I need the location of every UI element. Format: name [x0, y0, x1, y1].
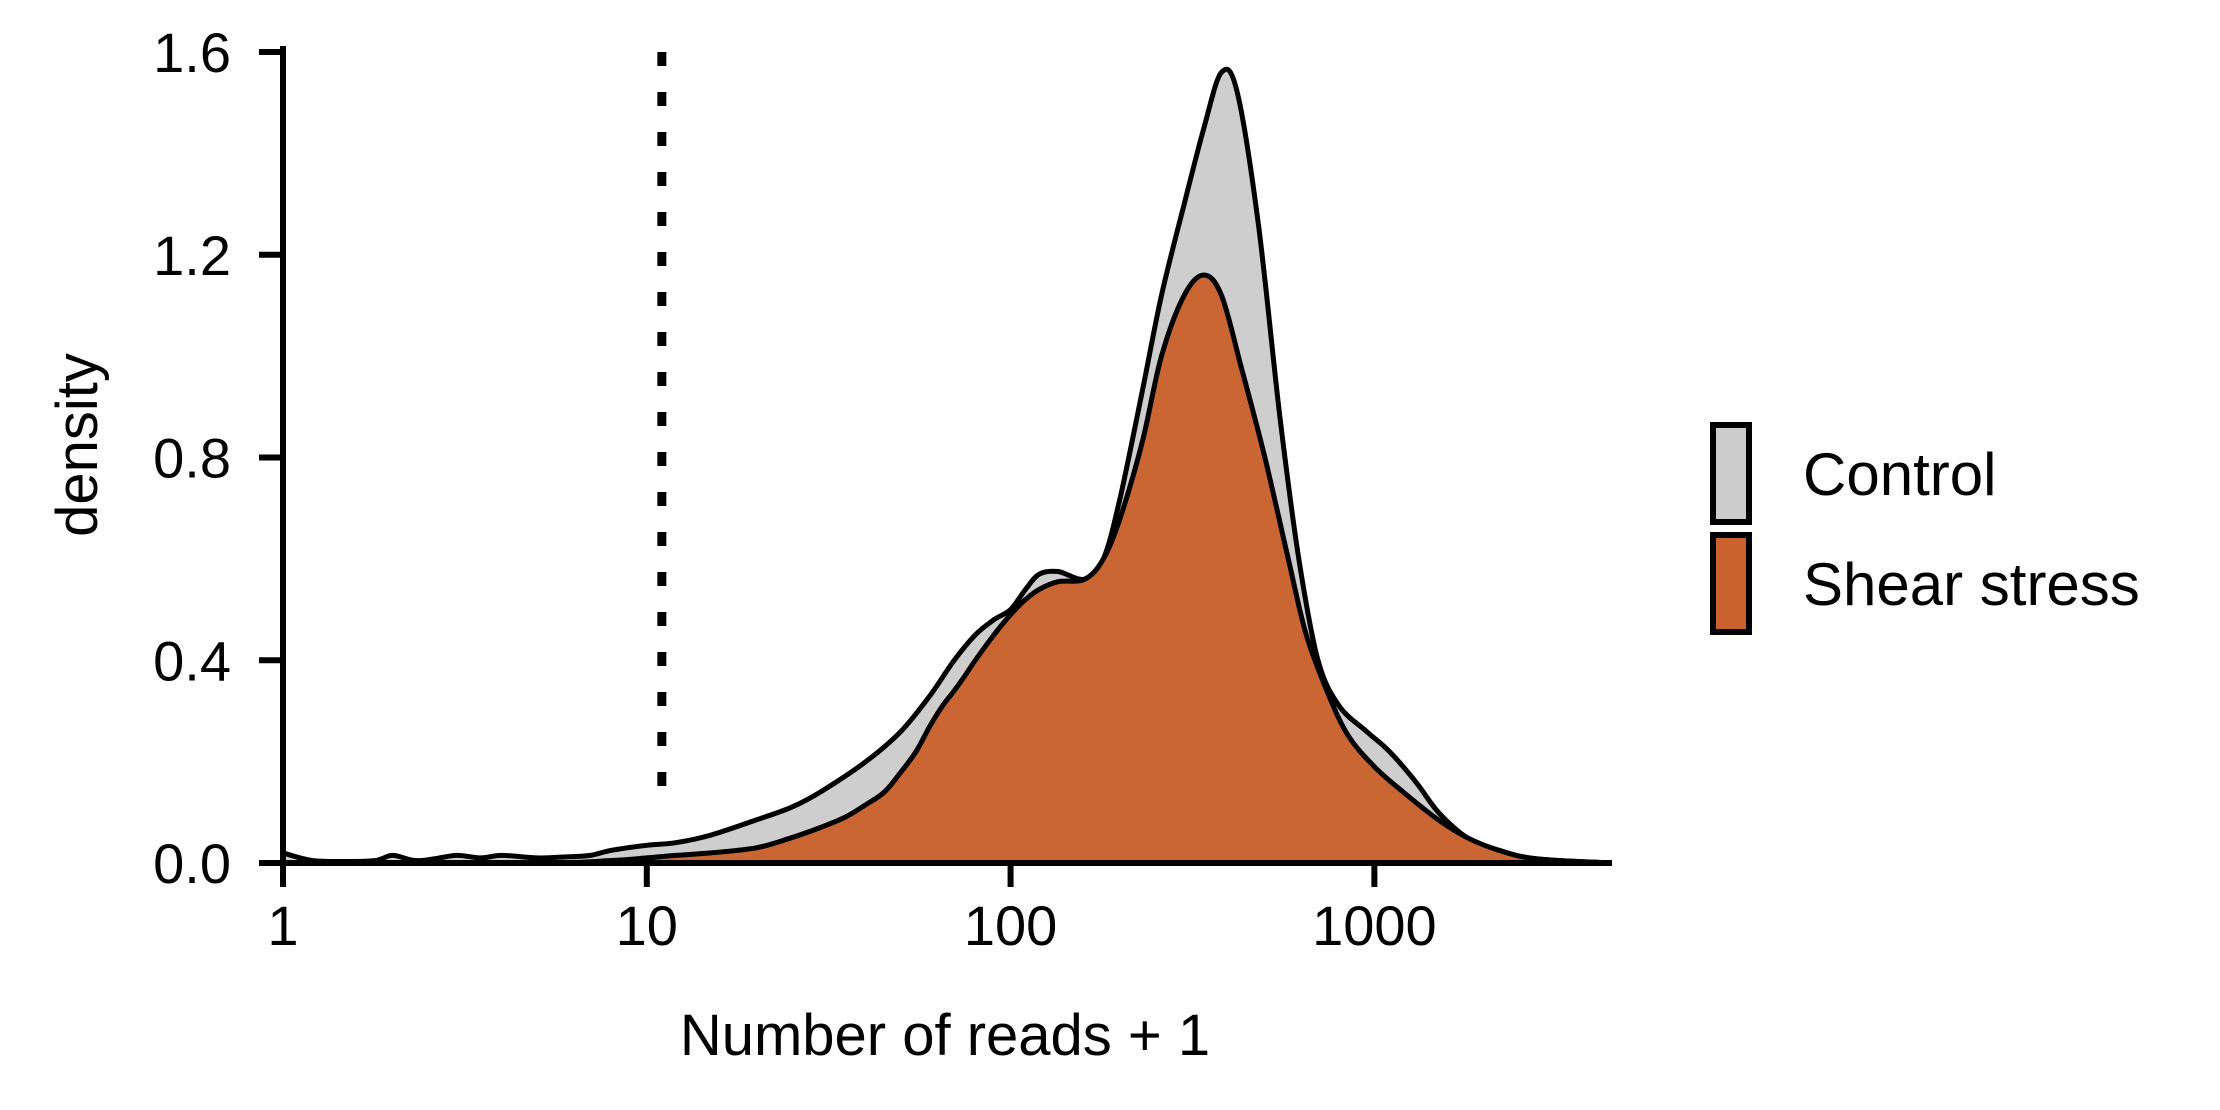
series-shear-stress: [282, 272, 1613, 866]
x-tick-label: 100: [964, 894, 1057, 957]
line-shear-stress: [282, 272, 1613, 866]
plot-area: [282, 66, 1613, 866]
legend-item-shear-stress: Shear stress: [1710, 532, 2140, 635]
x-tick-label: 1000: [1312, 894, 1437, 957]
axes: 0.0 0.4 0.8 1.2 1.6 1 10 100 1000: [153, 21, 1612, 957]
y-tick-label: 1.6: [153, 21, 231, 84]
legend-item-control: Control: [1710, 422, 1996, 525]
y-tick-label: 0.0: [153, 832, 231, 895]
legend-swatch-shear-stress: [1710, 532, 1752, 635]
legend-label-shear-stress: Shear stress: [1803, 551, 2140, 618]
y-tick-label: 0.8: [153, 427, 231, 490]
y-tick-label: 1.2: [153, 224, 231, 287]
legend-label-control: Control: [1803, 441, 1996, 508]
x-axis-title: Number of reads + 1: [680, 1003, 1210, 1068]
y-axis-title: density: [45, 353, 110, 537]
y-tick-label: 0.4: [153, 629, 231, 692]
legend-swatch-control: [1710, 422, 1752, 525]
legend: Control Shear stress: [1710, 422, 2140, 635]
area-shear-stress: [283, 275, 1612, 864]
x-tick-label: 1: [267, 894, 298, 957]
x-tick-label: 10: [616, 894, 678, 957]
